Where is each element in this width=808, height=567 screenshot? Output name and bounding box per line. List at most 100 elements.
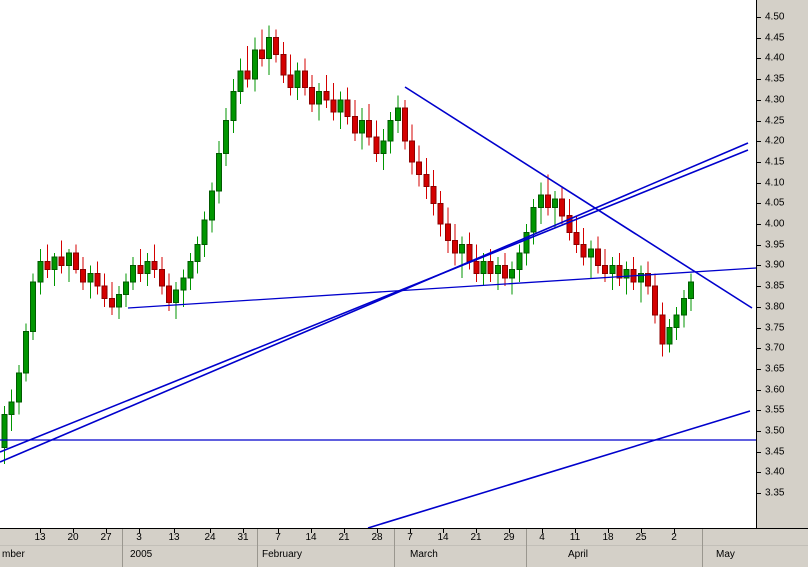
candle-body [680, 298, 687, 316]
candle [516, 244, 523, 282]
candlestick-chart[interactable] [0, 0, 756, 528]
candle [294, 62, 301, 100]
candle-body [173, 289, 180, 304]
month-label: 2005 [130, 549, 153, 560]
price-axis-tick [757, 389, 761, 391]
candle [330, 83, 337, 121]
candle [230, 79, 237, 133]
candle [587, 240, 594, 278]
candle [444, 207, 451, 253]
day-tick-mark [674, 529, 675, 533]
candle-body [73, 252, 79, 271]
candle [301, 58, 308, 96]
trendline-descending-resistance[interactable] [404, 86, 753, 309]
day-tick-label: 2 [671, 532, 677, 543]
day-tick-label: 7 [275, 532, 281, 543]
candle-body [258, 49, 265, 59]
price-axis-label: 3.40 [765, 466, 785, 478]
candle-body [373, 136, 380, 155]
time-axis[interactable]: 13 20 27 3 13 24 31 7 14 21 28 7 14 21 29 4 11 18 25 2 mber… [0, 528, 808, 567]
candle-body [659, 314, 666, 345]
price-axis-tick [757, 368, 761, 370]
candle [602, 248, 609, 282]
trendline-rising-support-2[interactable] [0, 142, 749, 463]
candle-body [87, 273, 94, 283]
day-tick-label: 13 [168, 532, 180, 543]
price-axis[interactable]: 4.50 4.45 4.40 4.35 4.30 4.25 4.20 4.15 4.10 4.05… [756, 0, 808, 528]
candle [44, 244, 51, 278]
candle-body [552, 198, 559, 208]
candle-body [480, 260, 487, 275]
candle-body [351, 115, 358, 134]
candle [51, 253, 58, 287]
day-tick-mark [509, 529, 510, 533]
month-boundary-separator [394, 529, 395, 567]
candle [552, 190, 559, 229]
day-tick-label: 27 [100, 532, 112, 543]
candle [258, 29, 265, 67]
candle-body [487, 260, 494, 275]
price-axis-label: 4.50 [765, 11, 785, 23]
candle [366, 103, 373, 146]
candle [666, 319, 673, 353]
candle [94, 261, 101, 295]
price-axis-label: 3.60 [765, 384, 785, 396]
day-tick-mark [641, 529, 642, 533]
price-axis-label: 3.85 [765, 280, 785, 292]
candle-body [394, 107, 401, 121]
price-axis-label: 4.05 [765, 197, 785, 209]
day-tick-label: 18 [602, 532, 614, 543]
candle [430, 170, 437, 216]
candle [502, 253, 508, 287]
candle [158, 257, 165, 295]
price-axis-tick [757, 182, 761, 184]
day-tick-mark [243, 529, 244, 533]
trendline-rising-support-1[interactable] [0, 149, 749, 453]
candle-body [208, 190, 215, 221]
candle-body [101, 285, 108, 300]
candle [8, 389, 15, 431]
candle-body [437, 202, 444, 225]
price-axis-tick [757, 265, 761, 267]
candle [180, 269, 187, 307]
candle [144, 253, 151, 287]
candle-body [80, 269, 87, 283]
day-tick-mark [344, 529, 345, 533]
candle-body [187, 260, 194, 279]
price-axis-label: 4.00 [765, 218, 785, 230]
price-axis-tick [757, 37, 761, 39]
trendline-flat-resistance[interactable] [127, 267, 756, 309]
candle [87, 265, 94, 299]
price-axis-label: 4.10 [765, 177, 785, 189]
day-tick-label: 29 [503, 532, 515, 543]
candle [580, 228, 587, 266]
candle-body [544, 194, 551, 208]
candle-body [8, 401, 15, 415]
candle-body [108, 298, 115, 308]
candle-body [23, 331, 29, 374]
day-tick-mark [278, 529, 279, 533]
price-chart-plot[interactable] [0, 0, 756, 528]
candle-body [294, 70, 301, 88]
day-tick-mark [106, 529, 107, 533]
candle-body [459, 244, 466, 254]
price-axis-tick [757, 410, 761, 412]
candle [659, 302, 666, 357]
trendline-rising-lower-channel[interactable] [367, 410, 751, 528]
candle [208, 182, 215, 233]
day-tick-label: 14 [437, 532, 449, 543]
day-tick-label: 20 [67, 532, 79, 543]
day-tick-label: 11 [569, 532, 581, 543]
candle [251, 37, 258, 92]
candle-body [58, 256, 65, 266]
day-tick-label: 13 [34, 532, 46, 543]
day-tick-label: 31 [237, 532, 249, 543]
candle [166, 273, 172, 311]
candle-body [1, 413, 8, 448]
candle-body [566, 215, 573, 233]
candle [509, 261, 516, 295]
price-axis-tick [757, 99, 761, 101]
price-axis-tick [757, 224, 761, 225]
candle [130, 257, 137, 291]
candle-body [37, 260, 44, 283]
